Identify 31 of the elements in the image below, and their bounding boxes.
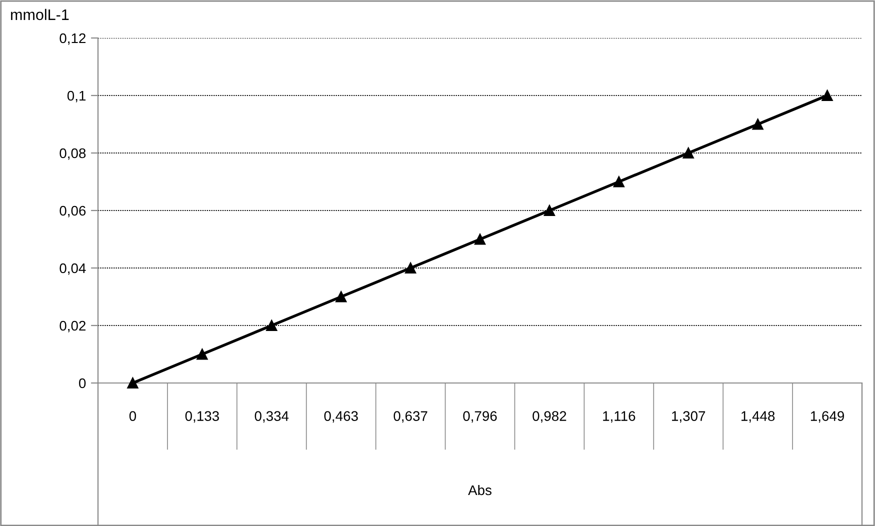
point	[196, 348, 208, 360]
y-tick-label: 0,02	[60, 320, 86, 332]
x-tick-label: 0,133	[185, 411, 219, 423]
point	[474, 234, 486, 245]
x-axis-title: Abs	[468, 484, 492, 496]
y-tick-label: 0,04	[60, 263, 86, 275]
x-tick-label: 1,116	[603, 411, 636, 423]
point	[266, 320, 278, 332]
x-tick-label: 1,649	[810, 411, 844, 423]
point	[127, 377, 138, 389]
point	[404, 262, 416, 274]
y-tick-label: 0,1	[67, 90, 86, 102]
point	[613, 176, 624, 188]
y-tick-label: 0	[79, 378, 86, 388]
y-tick-label: 0,08	[60, 148, 86, 160]
point	[336, 291, 347, 302]
point	[682, 147, 694, 159]
y-tick-label: 0,06	[60, 206, 86, 218]
point	[544, 204, 556, 216]
x-tick-label: 0,982	[532, 411, 566, 423]
x-tick-label: 1,448	[742, 411, 775, 423]
x-tick-label: 0,463	[324, 411, 358, 423]
point	[822, 90, 833, 102]
x-tick-label: 0,637	[394, 411, 428, 423]
x-tick-label: 0	[129, 411, 136, 421]
x-tick-label: 0,334	[254, 411, 289, 423]
y-tick-label: 0,12	[60, 33, 86, 45]
y-axis-title: mmolL-1	[11, 8, 69, 20]
x-tick-label: 0,796	[463, 411, 497, 423]
point	[752, 118, 764, 130]
x-tick-label: 1,307	[672, 411, 706, 423]
